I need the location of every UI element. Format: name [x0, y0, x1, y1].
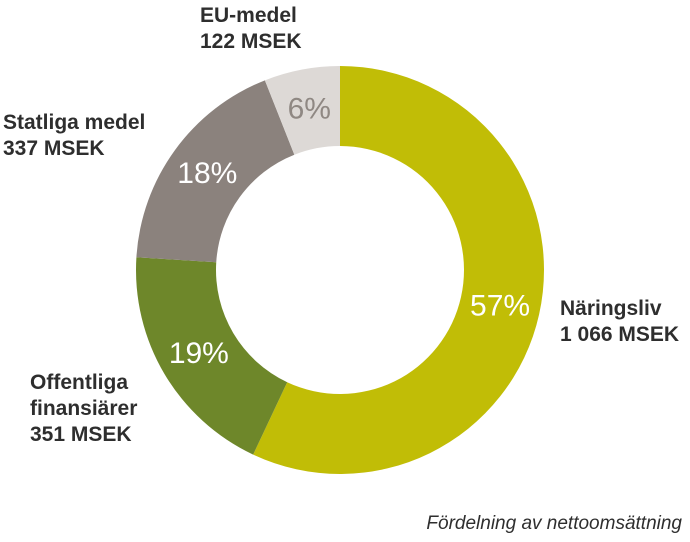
- label-statliga-medel: Statliga medel 337 MSEK: [3, 110, 145, 162]
- slice-percent-label-2: 18%: [177, 157, 237, 190]
- label-naringsliv-name: Näringsliv: [560, 297, 662, 320]
- label-naringsliv: Näringsliv 1 066 MSEK: [560, 296, 679, 348]
- label-offentliga-finansiarer-line1: Offentliga: [30, 371, 128, 394]
- slice-0: [253, 66, 544, 474]
- label-eu-medel-amount: 122 MSEK: [200, 30, 302, 53]
- slice-percent-label-1: 19%: [169, 337, 229, 370]
- slice-3: [264, 66, 340, 155]
- slice-percent-label-3: 6%: [288, 92, 331, 125]
- chart-caption: Fördelning av nettoomsättning: [426, 513, 682, 534]
- slice-percent-label-0: 57%: [470, 289, 530, 322]
- slice-1: [136, 257, 288, 455]
- label-offentliga-finansiarer: Offentliga finansiärer 351 MSEK: [30, 370, 137, 448]
- label-offentliga-finansiarer-amount: 351 MSEK: [30, 423, 132, 446]
- slice-2: [136, 80, 295, 263]
- label-eu-medel: EU-medel 122 MSEK: [200, 3, 302, 55]
- label-naringsliv-amount: 1 066 MSEK: [560, 323, 680, 346]
- label-eu-medel-name: EU-medel: [200, 4, 297, 27]
- label-statliga-medel-amount: 337 MSEK: [3, 137, 105, 160]
- label-offentliga-finansiarer-line2: finansiärer: [30, 397, 138, 420]
- label-statliga-medel-name: Statliga medel: [3, 111, 146, 134]
